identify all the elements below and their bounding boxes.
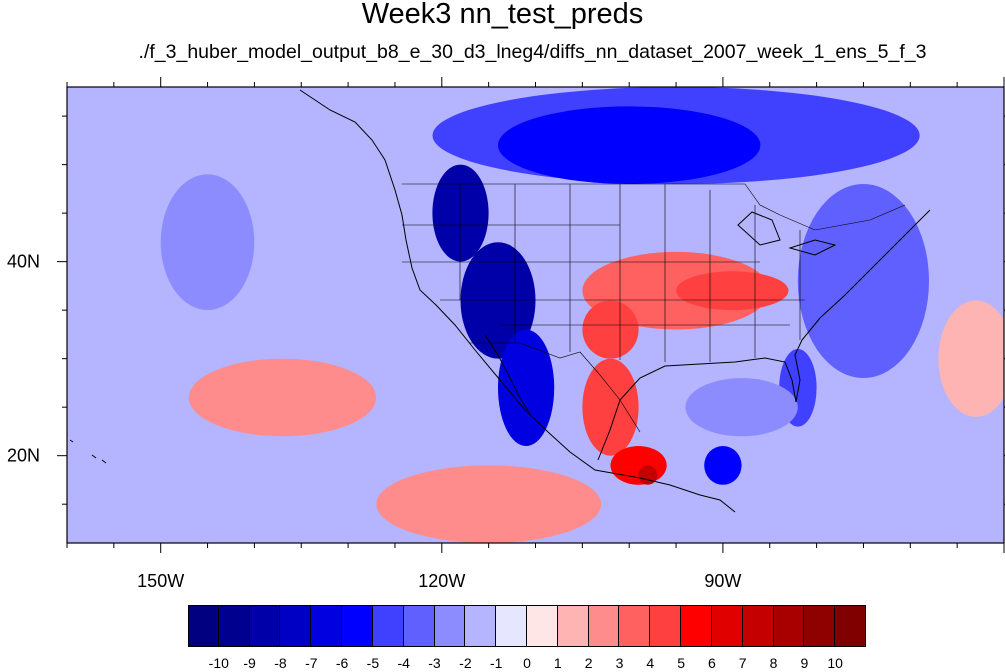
- region-southern-mexico-max: [638, 465, 658, 485]
- colorbar-swatch: [527, 605, 558, 647]
- region-east-coast-negative: [797, 184, 930, 378]
- colorbar-label: 8: [769, 655, 778, 671]
- map-title: Week3 nn_test_preds: [361, 0, 644, 30]
- north-america-coastline: [299, 89, 736, 513]
- region-southern-mexico-positive: [610, 446, 667, 485]
- region-central-pacific-positive: [188, 358, 377, 437]
- colorbar-swatch: [465, 605, 497, 647]
- region-hudson-negative: [498, 106, 761, 184]
- region-gulf-negative: [685, 378, 798, 437]
- x-tick-label: 120W: [418, 571, 465, 591]
- axis-tick-labels: 150W 120W 90W 40N 20N: [7, 252, 741, 591]
- colorbar-swatch: [188, 605, 219, 647]
- colorbar-swatch: [218, 605, 250, 647]
- colorbar-label: -7: [305, 655, 318, 671]
- colorbar-swatch: [711, 605, 743, 647]
- great-lakes-outline: [737, 211, 837, 256]
- colorbar-swatch: [372, 605, 404, 647]
- hawaii-islands: [69, 439, 107, 464]
- colorbar-label: 3: [615, 655, 624, 671]
- map-subtitle: ./f_3_huber_model_output_b8_e_30_d3_lneg…: [138, 41, 927, 63]
- colorbar-label: -5: [366, 655, 380, 671]
- region-northeast-pacific-negative: [160, 174, 255, 311]
- region-ohio-valley-positive: [676, 271, 789, 311]
- gulf-coastline: [597, 209, 931, 461]
- colorbar-label: 2: [584, 655, 593, 671]
- colorbar-label: -8: [274, 655, 287, 671]
- y-tick-label: 20N: [7, 446, 40, 466]
- coastlines: [69, 89, 931, 513]
- colorbar-label: -6: [335, 655, 349, 671]
- colorbar-swatch: [650, 605, 682, 647]
- region-eastern-pacific-positive: [376, 465, 602, 543]
- region-texas-positive: [582, 300, 639, 359]
- state-grid: [402, 184, 805, 362]
- colorbar-swatch: [773, 605, 805, 647]
- colorbar-label: -10: [208, 655, 229, 671]
- colorbar-swatch: [619, 605, 651, 647]
- anomaly-field: [67, 87, 1004, 543]
- axis-ticks: [57, 77, 1005, 553]
- state-borders: [402, 183, 906, 433]
- us-mexico-border: [470, 342, 641, 433]
- colorbar-label: -1: [489, 655, 503, 671]
- us-canada-border: [402, 183, 906, 231]
- colorbar-label: 4: [646, 655, 655, 671]
- region-baja-negative: [497, 329, 555, 446]
- colorbar-swatch: [280, 605, 312, 647]
- colorbar-label: 1: [553, 655, 562, 671]
- x-tick-label: 90W: [704, 571, 741, 591]
- colorbar-swatch: [804, 605, 836, 647]
- colorbar-label: 6: [707, 655, 716, 671]
- colorbar-label: -9: [243, 655, 256, 671]
- colorbar-label: -4: [397, 655, 410, 671]
- colorbar-swatch: [496, 605, 527, 647]
- y-tick-label: 40N: [7, 252, 40, 272]
- colorbar-label: 9: [800, 655, 809, 671]
- colorbar-swatch: [681, 605, 712, 647]
- baja-coastline: [484, 334, 531, 415]
- colorbar-swatch: [249, 605, 281, 647]
- colorbar-swatch: [588, 605, 620, 647]
- region-caribbean-negative: [704, 446, 742, 485]
- colorbar-label: -3: [428, 655, 441, 671]
- colorbar-label: 10: [827, 655, 843, 671]
- region-pacific-northwest-negative: [432, 164, 489, 262]
- colorbar-swatch: [403, 605, 435, 647]
- colorbar-swatch: [557, 605, 589, 647]
- colorbar-swatch: [835, 605, 866, 647]
- colorbar-label: 5: [677, 655, 685, 671]
- colorbar-swatch: [742, 605, 774, 647]
- colorbar: [188, 605, 866, 647]
- colorbar-swatch: [342, 605, 373, 647]
- colorbar-label: 7: [738, 655, 747, 671]
- colorbar-label: 0: [523, 655, 531, 671]
- x-tick-label: 150W: [137, 571, 184, 591]
- anomaly-map: 150W 120W 90W 40N 20N: [7, 77, 1005, 591]
- colorbar-swatch: [434, 605, 466, 647]
- region-atlantic-positive: [938, 300, 1004, 417]
- colorbar-swatch: [311, 605, 343, 647]
- region-mexico-positive: [582, 358, 639, 456]
- colorbar-label: -2: [459, 655, 472, 671]
- region-great-basin-negative: [460, 242, 536, 359]
